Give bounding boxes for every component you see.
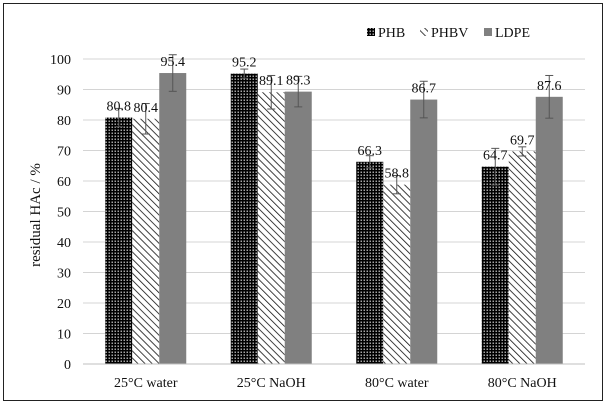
x-tick-label: 25°C NaOH [237, 376, 306, 391]
data-label: 69.7 [510, 133, 535, 148]
bar-ldpe [535, 96, 563, 364]
y-tick-label: 70 [57, 145, 71, 160]
legend-swatch-ldpe [484, 28, 492, 36]
y-tick-label: 40 [57, 236, 71, 251]
bar-phbv [132, 118, 160, 364]
data-labels: 80.8 80.4 95.4 95.289.1 89.3 66.358.8 86.7 64.7… [107, 55, 562, 182]
y-tick-label: 0 [64, 358, 71, 373]
data-label: 87.6 [537, 79, 562, 94]
y-tick-label: 100 [50, 53, 71, 68]
x-tick-label: 80°C NaOH [488, 376, 557, 391]
bars [105, 54, 563, 365]
x-tick-label: 80°C water [365, 376, 429, 391]
legend-swatch-phb [367, 28, 375, 36]
legend-label-ldpe: LDPE [495, 26, 530, 41]
y-tick-label: 80 [57, 114, 71, 129]
legend-swatch-phbv [420, 28, 428, 36]
legend-label-phbv: PHBV [431, 26, 468, 41]
data-label: 95.4 [161, 55, 186, 70]
legend: PHB PHBV LDPE [367, 26, 530, 41]
bar-phbv [383, 184, 411, 364]
bar-phbv [508, 151, 536, 364]
data-label: 95.2 [232, 56, 257, 71]
bar-phb [481, 166, 509, 364]
x-tick-label: 25°C water [114, 376, 178, 391]
bar-ldpe [410, 99, 438, 364]
legend-label-phb: PHB [378, 26, 405, 41]
y-tick-label: 60 [57, 175, 71, 190]
bar-ldpe [284, 91, 312, 364]
data-label: 80.8 [107, 100, 132, 115]
data-label: 89.1 [259, 74, 284, 89]
data-label: 64.7 [483, 149, 508, 164]
bar-phbv [257, 92, 285, 365]
data-label: 86.7 [412, 82, 437, 97]
y-tick-label: 30 [57, 267, 71, 282]
bar-phb [105, 117, 133, 364]
bar-ldpe [159, 73, 187, 364]
y-tick-label: 10 [57, 328, 71, 343]
data-label: 80.4 [134, 101, 159, 116]
data-label: 58.8 [385, 167, 410, 182]
bar-phb [356, 161, 384, 364]
data-label: 89.3 [286, 74, 311, 89]
y-tick-label: 20 [57, 297, 71, 312]
axes: 0 10 20 30 40 50 60 70 80 90 100 25°C water 25°C NaO… [50, 53, 585, 391]
y-tick-label: 50 [57, 206, 71, 221]
y-tick-label: 90 [57, 84, 71, 99]
y-axis-label: residual HAc / % [28, 163, 44, 267]
bar-phb [230, 73, 258, 364]
data-label: 66.3 [358, 144, 383, 159]
